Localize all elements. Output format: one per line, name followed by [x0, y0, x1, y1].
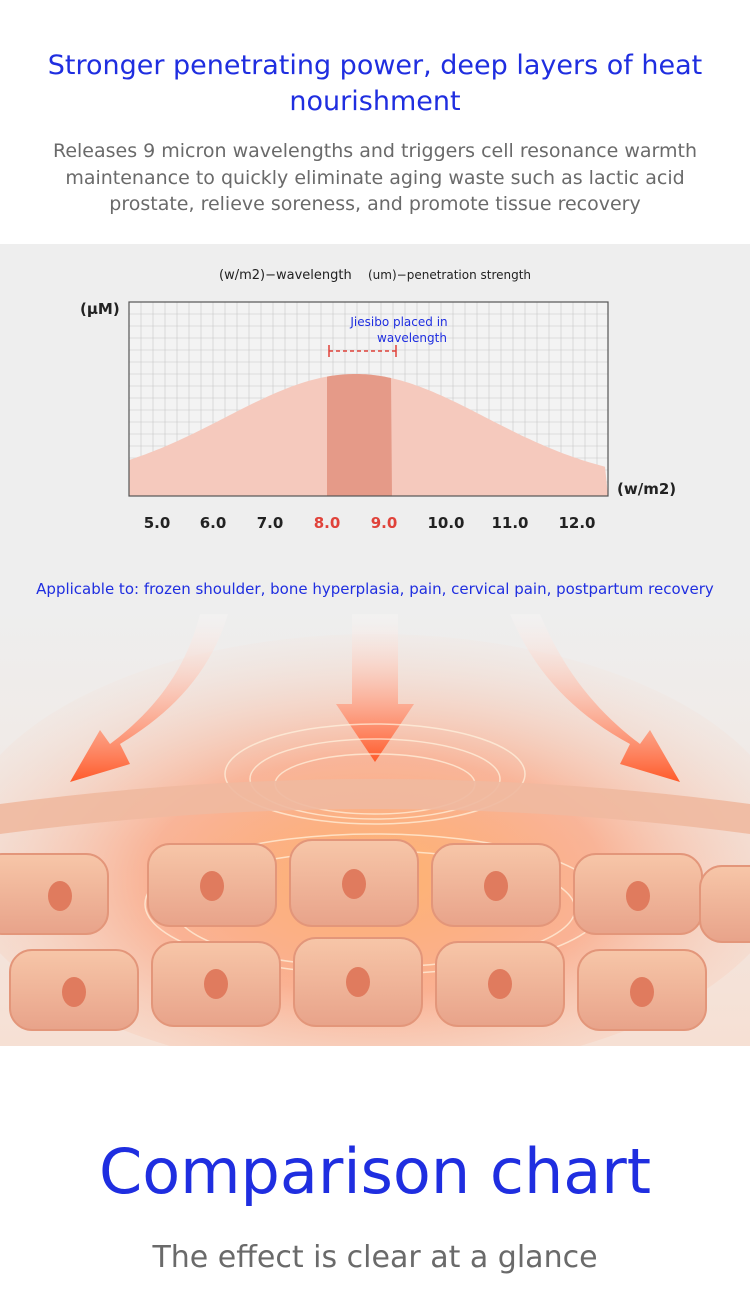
x-tick-label: 9.0 — [371, 514, 398, 532]
x-axis-unit: (w/m2) — [617, 480, 677, 498]
annotation-label-line1: Jiesibo placed in — [349, 315, 447, 329]
comparison-title: Comparison chart — [98, 1135, 652, 1208]
x-tick-label: 8.0 — [314, 514, 341, 532]
penetration-chart: 5.0 6.0 7.0 8.0 9.0 10.0 11.0 12.0 Jiesibo place… — [128, 301, 609, 532]
chart-legend-penetration: (um)−penetration strength — [368, 268, 532, 282]
page-title: Stronger penetrating power, deep layers … — [47, 50, 703, 117]
x-tick-label: 7.0 — [257, 514, 284, 532]
chart-panel: 5.0 6.0 7.0 8.0 9.0 10.0 11.0 12.0 Jiesibo place… — [0, 244, 750, 604]
cell-layer-icon — [0, 839, 750, 1031]
comparison-subtitle: The effect is clear at a glance — [152, 1240, 598, 1275]
chart-legend-wavelength: (w/m2)−wavelength — [219, 268, 352, 283]
chart-frame — [128, 301, 609, 497]
annotation-label-line2: wavelength — [377, 331, 447, 345]
x-tick-label: 6.0 — [200, 514, 227, 532]
x-tick-label: 12.0 — [558, 514, 595, 532]
page-subtitle: Releases 9 micron wavelengths and trigge… — [52, 140, 698, 215]
x-tick-label: 10.0 — [427, 514, 464, 532]
y-axis-unit: (μM) — [80, 300, 120, 318]
heat-illustration — [0, 604, 750, 1046]
heat-arrow-left-icon — [70, 614, 228, 782]
x-tick-label: 5.0 — [144, 514, 171, 532]
heat-arrow-right-icon — [510, 614, 680, 782]
x-tick-label: 11.0 — [491, 514, 528, 532]
applicable-conditions: Applicable to: frozen shoulder, bone hyp… — [36, 580, 714, 598]
highlight-band — [327, 374, 392, 496]
